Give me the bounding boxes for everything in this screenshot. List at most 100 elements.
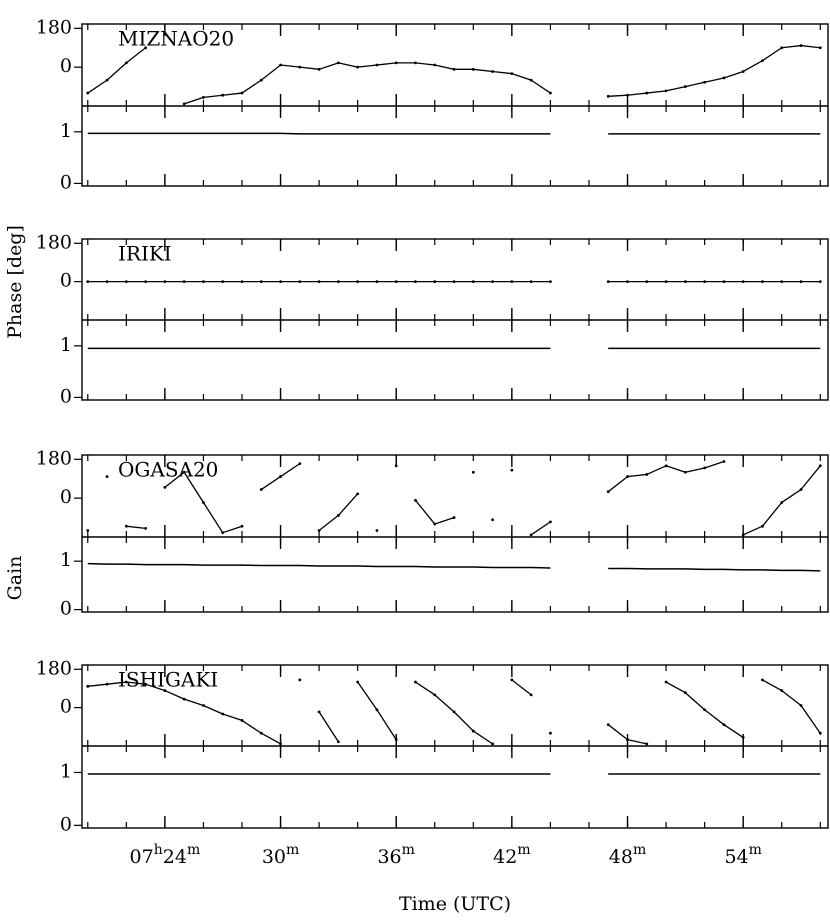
phase-point (722, 460, 726, 463)
phase-point (298, 678, 302, 682)
phase-trace (742, 525, 763, 536)
phase-axis-label: Phase [deg] (4, 225, 26, 339)
gain-line (87, 132, 821, 135)
y-tick-label: 0 (60, 486, 72, 508)
phase-trace (145, 683, 166, 692)
x-tick-label: 30m (262, 842, 299, 868)
x-tick-label-part: m (749, 842, 762, 858)
y-tick-label: 1 (60, 760, 72, 782)
phase-trace (125, 47, 147, 64)
phase-trace (511, 679, 532, 696)
y-tick-label: 180 (36, 447, 72, 469)
phase-trace (607, 724, 628, 741)
phase-trace (434, 64, 455, 70)
phase-point (298, 462, 302, 466)
phase-trace (607, 476, 628, 493)
phase-trace (761, 502, 783, 527)
y-tick-label: 0 (60, 598, 72, 620)
phase-point (510, 468, 514, 472)
phase-point (144, 46, 148, 50)
phase-trace (800, 44, 821, 49)
phase-trace (511, 73, 532, 81)
station-name: IRIKI (118, 242, 172, 266)
phase-trace (164, 689, 185, 700)
y-tick-label: 0 (60, 171, 72, 193)
x-tick-label: 36m (377, 842, 414, 868)
phase-trace (318, 62, 339, 70)
phase-trace (222, 525, 243, 534)
phase-trace (530, 79, 551, 94)
phase-trace (627, 738, 647, 745)
phase-trace (241, 719, 262, 734)
phase-trace (685, 467, 705, 473)
phase-trace (87, 79, 108, 94)
y-tick-label: 0 (60, 696, 72, 718)
station-name: ISHIGAKI (118, 668, 218, 692)
panel-frame (81, 23, 829, 187)
phase-trace (434, 516, 455, 525)
x-axis-label: Time (UTC) (399, 893, 511, 915)
station-name: OGASA20 (118, 458, 218, 482)
phase-trace (781, 44, 802, 49)
phase-trace (280, 463, 301, 478)
phase-point (279, 742, 282, 746)
phase-trace (684, 692, 706, 711)
phase-trace (473, 68, 493, 73)
x-tick-label-part: 36 (377, 846, 401, 868)
x-tick-label-part: h (154, 842, 163, 858)
phase-point (86, 529, 90, 532)
phase-trace (723, 724, 744, 739)
phase-point (741, 736, 745, 739)
phase-point (144, 526, 148, 530)
phase-point (818, 731, 822, 735)
phase-trace (357, 681, 378, 711)
phase-trace (357, 64, 378, 68)
phase-trace (627, 473, 647, 478)
station-name: MIZNAO20 (118, 27, 234, 51)
phase-trace (203, 704, 223, 715)
phase-trace (530, 521, 551, 536)
x-tick-label: 48m (609, 842, 646, 868)
phase-point (549, 280, 552, 284)
phase-trace (762, 679, 783, 692)
phase-trace (608, 94, 628, 97)
phase-trace (337, 493, 359, 516)
phase-point (471, 470, 475, 474)
phase-trace (414, 499, 436, 525)
phase-trace (723, 70, 744, 79)
phase-trace (376, 62, 397, 66)
phase-trace (280, 64, 300, 68)
phase-point (818, 280, 822, 284)
phase-trace (492, 70, 512, 75)
x-tick-label-part: 48 (609, 846, 633, 868)
x-tick-label-part: 30 (262, 846, 286, 868)
y-tick-label: 1 (60, 549, 72, 571)
phase-trace (183, 471, 204, 503)
phase-trace (685, 81, 705, 88)
phase-trace (665, 465, 686, 473)
y-tick-label: 180 (36, 231, 72, 253)
phase-trace (704, 77, 725, 83)
phase-point (529, 693, 533, 697)
phase-point (394, 738, 398, 742)
phase-point (356, 492, 360, 496)
y-tick-label: 0 (60, 55, 72, 77)
phase-trace (762, 47, 783, 62)
x-tick-label-part: 42 (493, 846, 517, 868)
x-tick-label-part: m (517, 842, 530, 858)
gain-line (87, 562, 821, 572)
phase-trace (742, 60, 763, 73)
phase-point (394, 464, 398, 468)
y-tick-label: 0 (60, 270, 72, 292)
phase-trace (318, 711, 339, 743)
phase-trace (106, 62, 127, 81)
y-tick-label: 180 (36, 657, 72, 679)
phase-point (549, 520, 552, 524)
phase-point (452, 516, 456, 519)
gain-axis-label: Gain (4, 556, 26, 601)
phase-point (336, 740, 340, 744)
phase-trace (338, 62, 358, 68)
phase-trace (318, 514, 339, 532)
phase-trace (202, 502, 224, 534)
